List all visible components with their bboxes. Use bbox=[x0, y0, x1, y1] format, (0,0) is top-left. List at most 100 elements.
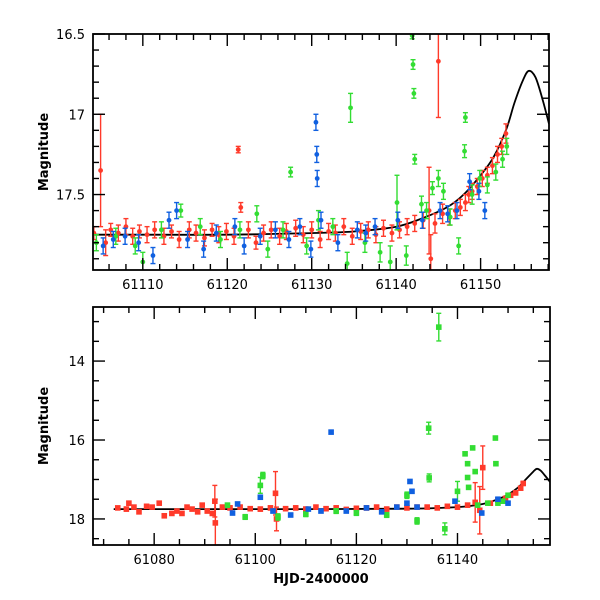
marker bbox=[428, 256, 434, 262]
x-tick-label: 61130 bbox=[291, 278, 332, 293]
data-point bbox=[462, 144, 468, 159]
marker bbox=[343, 508, 350, 514]
data-point bbox=[261, 224, 267, 242]
marker bbox=[184, 504, 190, 510]
marker bbox=[303, 511, 309, 518]
x-tick-label: 61080 bbox=[133, 553, 174, 568]
data-point bbox=[219, 504, 226, 510]
marker bbox=[348, 105, 353, 111]
marker bbox=[373, 504, 380, 510]
y-tick-label: 14 bbox=[68, 355, 85, 370]
data-point bbox=[407, 478, 413, 485]
marker bbox=[143, 503, 150, 510]
data-point bbox=[113, 227, 119, 246]
data-point bbox=[373, 504, 380, 510]
marker bbox=[500, 498, 506, 504]
data-point bbox=[435, 169, 441, 188]
marker bbox=[414, 504, 420, 510]
marker bbox=[131, 504, 137, 510]
marker bbox=[237, 504, 243, 510]
data-point bbox=[253, 235, 259, 250]
marker bbox=[286, 237, 292, 242]
data-point bbox=[304, 237, 310, 255]
marker bbox=[349, 233, 355, 239]
marker bbox=[477, 176, 483, 181]
marker bbox=[257, 494, 264, 501]
marker bbox=[304, 243, 310, 249]
data-point bbox=[442, 522, 448, 536]
data-point bbox=[234, 501, 241, 507]
data-point bbox=[389, 224, 395, 242]
y-tick-label: 17.5 bbox=[56, 189, 85, 204]
series-red bbox=[114, 445, 527, 545]
data-point bbox=[520, 480, 527, 487]
data-point bbox=[457, 198, 463, 217]
data-point bbox=[500, 498, 506, 504]
marker bbox=[444, 503, 451, 510]
marker bbox=[161, 512, 168, 519]
marker bbox=[435, 324, 442, 330]
marker bbox=[136, 240, 142, 246]
marker bbox=[267, 505, 274, 511]
data-point bbox=[257, 476, 264, 494]
data-point bbox=[288, 166, 294, 178]
marker bbox=[500, 156, 505, 162]
marker bbox=[466, 192, 472, 197]
marker bbox=[169, 229, 174, 234]
marker bbox=[484, 182, 490, 188]
marker bbox=[232, 224, 238, 230]
marker bbox=[441, 188, 446, 194]
data-point bbox=[412, 153, 418, 165]
data-point bbox=[472, 468, 478, 475]
data-point bbox=[98, 113, 104, 228]
data-point bbox=[265, 240, 271, 258]
data-point bbox=[245, 221, 251, 239]
data-point bbox=[305, 506, 312, 512]
marker bbox=[463, 115, 468, 120]
marker bbox=[122, 233, 128, 239]
data-point bbox=[231, 227, 237, 246]
marker bbox=[517, 485, 524, 491]
marker bbox=[189, 506, 195, 512]
data-point bbox=[174, 201, 180, 220]
marker bbox=[270, 508, 276, 514]
data-point bbox=[425, 421, 432, 435]
data-point bbox=[489, 156, 495, 175]
data-point bbox=[314, 145, 320, 164]
marker bbox=[462, 451, 468, 457]
marker bbox=[387, 259, 393, 265]
data-point bbox=[353, 509, 360, 517]
data-point bbox=[395, 211, 401, 229]
marker bbox=[485, 500, 491, 506]
data-point bbox=[286, 230, 292, 249]
marker bbox=[482, 208, 488, 213]
data-point bbox=[275, 513, 281, 521]
marker bbox=[333, 508, 339, 514]
marker bbox=[457, 204, 463, 210]
marker bbox=[280, 227, 286, 233]
data-point bbox=[209, 510, 216, 517]
top-axes-frame bbox=[92, 33, 550, 271]
data-point bbox=[178, 203, 184, 218]
data-point bbox=[462, 193, 468, 212]
marker bbox=[372, 224, 378, 230]
marker bbox=[454, 208, 460, 213]
marker bbox=[126, 500, 132, 506]
marker bbox=[229, 510, 236, 516]
data-point bbox=[158, 221, 164, 239]
data-point bbox=[434, 505, 441, 511]
marker bbox=[407, 478, 413, 485]
marker bbox=[335, 240, 341, 246]
marker bbox=[520, 480, 527, 487]
series-green bbox=[224, 312, 511, 536]
data-point bbox=[169, 224, 175, 239]
marker bbox=[326, 229, 331, 234]
marker bbox=[254, 211, 260, 217]
data-point bbox=[224, 502, 231, 508]
data-point bbox=[380, 219, 386, 237]
series-blue bbox=[229, 429, 511, 518]
marker bbox=[437, 208, 443, 213]
data-point bbox=[260, 471, 266, 480]
marker bbox=[377, 249, 383, 255]
x-tick-label: 61140 bbox=[375, 278, 416, 293]
